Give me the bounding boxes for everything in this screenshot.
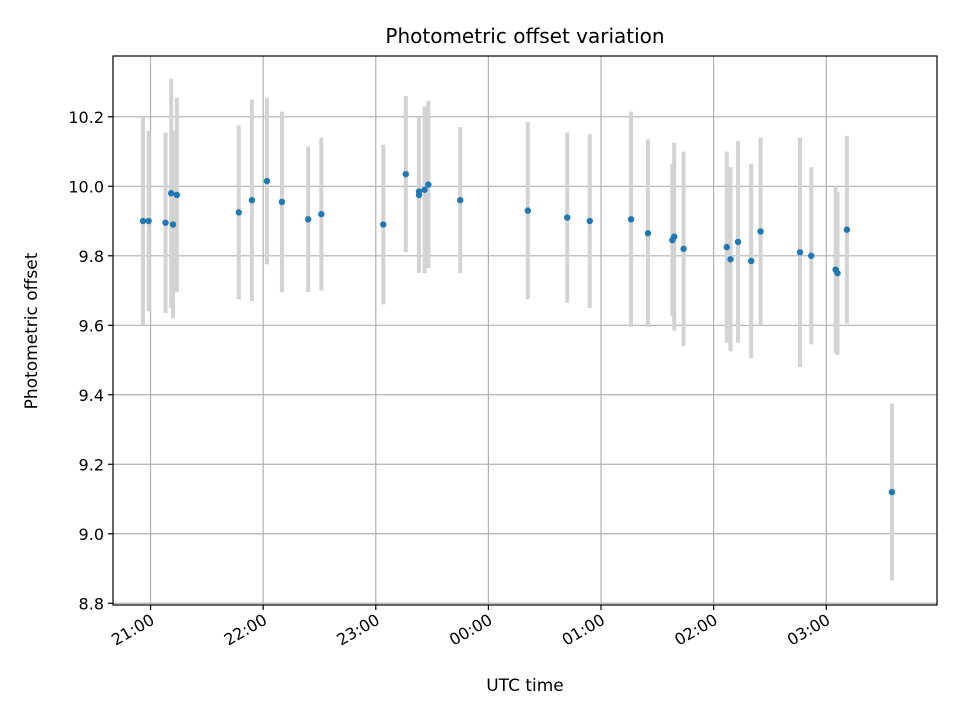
data-point [888,488,896,496]
data-point [145,217,152,225]
data-point [747,257,755,265]
data-point [796,249,804,256]
data-point [564,214,571,221]
data-point [457,196,464,204]
data-point [263,177,271,185]
data-point [524,207,532,214]
y-axis-label: Photometric offset [22,252,42,409]
data-point [843,226,851,233]
y-tick-label: 8.8 [79,594,104,613]
y-tick-label: 9.0 [79,525,104,544]
chart-title: Photometric offset variation [385,24,664,48]
grid-layer [113,56,937,605]
y-tick-label: 10.2 [68,108,104,127]
data-point [305,216,312,223]
data-point [757,228,764,235]
data-point [278,198,286,206]
data-point [162,219,169,226]
data-point [734,238,742,246]
data-point [834,269,841,277]
data-point [415,188,423,195]
data-point [421,186,428,193]
data-point [235,209,242,216]
data-point [402,170,410,178]
data-point [169,221,177,228]
point-layer [139,170,896,496]
y-tick-label: 9.6 [79,316,104,335]
data-point [167,190,175,197]
data-point [248,196,256,204]
y-tick-label: 9.8 [79,247,104,266]
data-point [380,221,387,228]
y-tick-label: 9.4 [79,386,104,405]
data-point [627,216,635,223]
data-point [680,245,687,253]
data-point [644,230,652,237]
data-point [808,252,815,259]
data-point [173,191,181,199]
data-point [671,233,678,240]
x-axis-label: UTC time [486,676,564,696]
plot-frame [112,55,938,606]
data-point [727,256,734,263]
data-point [586,217,593,225]
y-tick-label: 10.0 [68,177,104,196]
data-point [723,243,730,251]
data-point [425,181,432,188]
y-tick-label: 9.2 [79,455,104,474]
data-point [318,210,325,218]
data-point [139,217,147,225]
